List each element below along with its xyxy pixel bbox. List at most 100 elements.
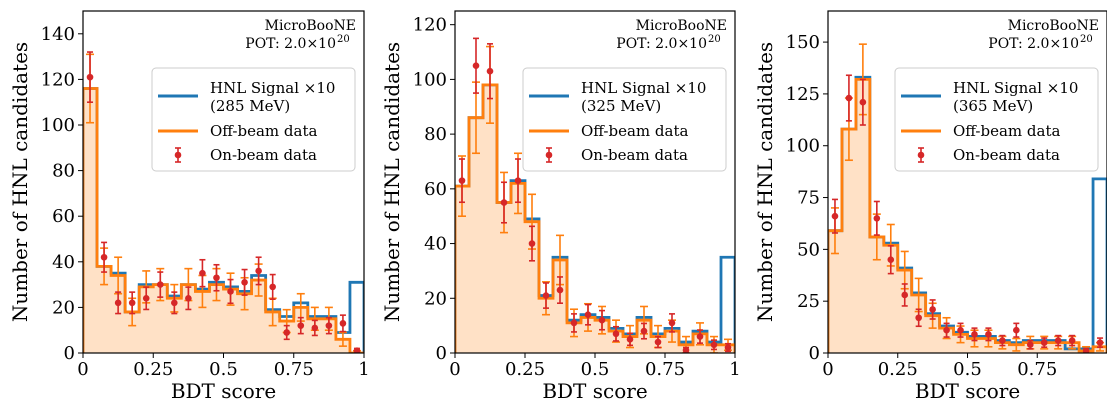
onbeam-data-point	[185, 294, 192, 302]
legend-box	[151, 67, 356, 172]
onbeam-data-point	[241, 279, 248, 286]
onbeam-data-point	[353, 347, 361, 353]
onbeam-data-point	[654, 338, 662, 346]
onbeam-data-point	[682, 346, 690, 353]
onbeam-data-point	[612, 330, 620, 338]
onbeam-data-point	[887, 256, 895, 264]
y-tick-label: 40	[424, 234, 447, 255]
x-tick-label: 0.5	[209, 359, 238, 380]
onbeam-data-point	[999, 337, 1006, 344]
y-tick-label: 150	[786, 32, 820, 53]
y-tick-label: 140	[41, 24, 75, 45]
legend-onbeam-label: On-beam data	[953, 146, 1060, 164]
onbeam-data-point	[311, 324, 319, 332]
chart-panel-2: 0 0.25 0.5 0.75 1 0 20 40 60 80 100 120 BDT score Num…	[380, 10, 741, 403]
onbeam-data-point	[1040, 339, 1048, 346]
onbeam-data-point	[556, 286, 564, 294]
legend-signal-label: HNL Signal ×10	[210, 79, 335, 97]
y-tick-label: 40	[52, 252, 75, 273]
legend-box	[522, 67, 727, 172]
legend-signal-mass: (325 MeV)	[581, 97, 661, 115]
chart-panel-3: 0 0.25 0.5 0.75 0 25 50 75 100 125 150 BDT score Num…	[753, 10, 1107, 403]
onbeam-data-point	[710, 341, 718, 349]
legend-box	[894, 67, 1099, 172]
legend-offbeam-label: Off-beam data	[581, 122, 688, 140]
x-tick-label: 0.25	[505, 359, 545, 380]
onbeam-data-point	[668, 319, 676, 327]
onbeam-data-point	[859, 98, 867, 106]
x-tick-label: 0.25	[133, 359, 173, 380]
onbeam-data-point	[283, 329, 291, 336]
onbeam-data-point	[1082, 347, 1090, 353]
legend-signal-mass: (365 MeV)	[953, 97, 1033, 115]
onbeam-data-point	[901, 291, 909, 299]
onbeam-data-point	[724, 344, 732, 351]
onbeam-data-point	[255, 267, 262, 275]
y-tick-label: 80	[424, 124, 447, 145]
legend-signal-mass: (285 MeV)	[210, 97, 290, 115]
y-tick-label: 60	[52, 206, 75, 227]
offbeam-step-line	[455, 83, 735, 353]
y-tick-label: 60	[424, 179, 447, 200]
onbeam-data-point	[325, 322, 333, 329]
onbeam-data-point	[458, 177, 466, 184]
legend-onbeam-marker	[917, 151, 925, 159]
plot-area	[455, 37, 735, 353]
onbeam-data-point	[570, 319, 578, 327]
experiment-label: MicroBooNE	[1008, 18, 1099, 34]
legend-onbeam-marker	[545, 151, 553, 159]
plot-area	[83, 51, 364, 353]
x-axis-title: BDT score	[915, 379, 1020, 403]
onbeam-data-point	[171, 299, 178, 307]
y-tick-label: 50	[797, 239, 820, 260]
legend-offbeam-label: Off-beam data	[953, 122, 1060, 140]
onbeam-data-point	[598, 316, 606, 324]
x-tick-label: 0	[77, 359, 88, 380]
onbeam-data-point	[528, 240, 536, 247]
y-tick-label: 120	[413, 15, 447, 36]
y-tick-label: 125	[786, 84, 820, 105]
onbeam-data-point	[873, 214, 881, 222]
x-tick-label: 1	[729, 359, 740, 380]
onbeam-data-point	[1096, 339, 1104, 346]
pot-exponent: 20	[337, 34, 350, 45]
legend-onbeam-label: On-beam data	[210, 146, 317, 164]
onbeam-data-point	[845, 94, 853, 102]
pot-exponent: 20	[1080, 34, 1093, 45]
onbeam-data-point	[971, 331, 978, 338]
y-axis-title: Number of HNL candidates	[380, 42, 404, 322]
pot-label: POT: 2.0×10	[616, 36, 707, 52]
y-axis-title: Number of HNL candidates	[8, 42, 32, 322]
onbeam-data-point	[500, 199, 508, 206]
onbeam-data-point	[100, 253, 108, 261]
x-tick-label: 0.5	[581, 359, 610, 380]
onbeam-data-point	[915, 314, 922, 322]
legend-onbeam-label: On-beam data	[581, 146, 688, 164]
onbeam-data-point	[542, 292, 550, 299]
x-tick-label: 0.5	[953, 359, 982, 380]
y-tick-label: 25	[797, 291, 820, 312]
onbeam-data-point	[957, 326, 964, 334]
experiment-label: MicroBooNE	[265, 18, 356, 34]
onbeam-data-point	[1026, 341, 1034, 349]
onbeam-data-point	[269, 283, 276, 291]
offbeam-fill-area	[455, 84, 735, 353]
onbeam-data-point	[128, 299, 136, 307]
pot-exponent: 20	[708, 34, 721, 45]
onbeam-data-point	[1068, 337, 1076, 344]
y-tick-label: 100	[786, 136, 820, 157]
x-tick-label: 0.25	[878, 359, 918, 380]
onbeam-data-point	[626, 336, 634, 343]
y-tick-label: 100	[41, 115, 75, 136]
pot-label: POT: 2.0×10	[988, 36, 1079, 52]
onbeam-data-point	[1013, 326, 1020, 334]
x-tick-label: 1	[358, 359, 369, 380]
x-tick-label: 0	[449, 359, 460, 380]
x-tick-label: 0	[822, 359, 833, 380]
onbeam-data-point	[156, 281, 164, 288]
y-tick-label: 20	[424, 288, 447, 309]
plot-area	[828, 43, 1107, 353]
offbeam-step-line	[828, 78, 1107, 353]
onbeam-data-point	[514, 177, 522, 184]
x-axis-title: BDT score	[171, 379, 276, 403]
